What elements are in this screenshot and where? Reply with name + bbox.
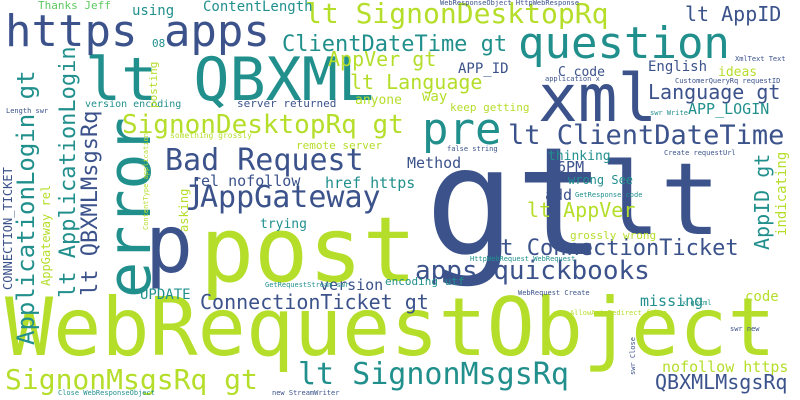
word-thanks-jeff: Thanks Jeff [38, 0, 111, 12]
word-something-grossly: something grossly [170, 131, 252, 140]
word-xmltext-text: XmlText Text [735, 55, 786, 63]
word-indicating: indicating [774, 151, 790, 236]
word-close-webresponseobject: Close WebResponseObject [58, 389, 155, 397]
word-qbxmlmsgsrq-gt: QBXMLMsgsRq gt [655, 370, 800, 394]
word-xml: xml [538, 60, 658, 137]
word-create-requesturl: Create requestUrl [664, 149, 736, 157]
word-posting: posting [147, 61, 160, 108]
word-lt-language: lt Language [350, 70, 483, 94]
word-method: Method [407, 154, 462, 172]
word-bad-request: Bad Request [165, 143, 364, 178]
word-remote-server: remote server [296, 139, 383, 152]
word-x-qbxml: x qbxml [682, 299, 712, 307]
word-j: j [185, 172, 206, 212]
word-contenttype-application: ContentType application [142, 133, 150, 230]
word-lt: lt [600, 141, 721, 258]
word-swr-write: swr Write [650, 109, 688, 117]
word-anyone: anyone [355, 93, 402, 108]
word-lt-qbxml: lt QBXML [85, 45, 374, 115]
word-app-id: APP_ID [458, 61, 509, 77]
word-clientdatetime-gt: ClientDateTime gt [282, 32, 508, 57]
word-swr-new: swr new [730, 325, 760, 333]
word-update: UPDATE [140, 287, 191, 303]
word-08: 08 [152, 37, 166, 50]
word-appver-gt: AppVer gt [328, 47, 437, 71]
word-customerqueryrq-requestid: CustomerQueryRq requestID [675, 77, 781, 85]
word-post: post [200, 198, 417, 303]
word-appgateway: AppGateway [200, 180, 381, 215]
word-lt-connectionticket: lt ConnectionTicket [487, 236, 739, 261]
word-apps-quickbooks: apps quickbooks [415, 256, 650, 286]
word-wrong-see: wrong See [568, 173, 634, 187]
word-using: using [132, 3, 175, 19]
word-connectionticket-gt: ConnectionTicket gt [200, 290, 429, 314]
word-signondesktoprq-gt: SignonDesktopRq gt [122, 110, 404, 140]
word-ideas: ideas [718, 65, 758, 80]
word-asking: asking [177, 188, 191, 232]
word-appgateway-rel: AppGateway rel [39, 184, 53, 286]
word-encoding-utf: encoding utf [385, 275, 465, 288]
word-signonmsgsrq-gt: SignonMsgsRq gt [5, 363, 258, 396]
word-36pm: 36PM [548, 158, 585, 176]
word-lt-signonmsgsrq: lt SignonMsgsRq [298, 357, 569, 392]
word-missing: missing [640, 292, 704, 310]
word-language-gt: Language gt [648, 80, 781, 104]
word-version-encoding: version encoding [85, 99, 182, 110]
word-lt-signondesktoprq: lt SignonDesktopRq [305, 0, 609, 30]
word-way: way [422, 89, 448, 105]
word-grossly-wrong: grossly wrong [570, 229, 657, 242]
word-p: p [145, 198, 194, 291]
word-lt-applicationlogin: lt ApplicationLogin [56, 46, 81, 298]
word-connection-ticket: CONNECTION_TICKET [1, 167, 15, 290]
word-c-code: C code [558, 65, 605, 80]
word-appid-gt: AppID gt [750, 153, 774, 250]
word-rel-nofollow: rel nofollow [192, 172, 301, 190]
word-lt-appver: lt AppVer [527, 198, 636, 222]
word-swr-close: swr Close [629, 337, 637, 375]
word-false-string: false string [447, 145, 498, 153]
word-gt: gt [425, 116, 606, 290]
word-contentlength: ContentLength [203, 0, 313, 15]
word-add: add [545, 186, 573, 204]
word-server-returned: server returned [237, 97, 337, 110]
word-english: English [648, 59, 708, 75]
word-keep-getting: keep getting [450, 101, 530, 114]
word-thinking: thinking [548, 149, 611, 164]
word-lt-appid: lt AppID [685, 2, 782, 26]
word-getresponse-code: GetResponse code [575, 191, 643, 199]
word-code: code [745, 289, 779, 305]
word-lt-clientdatetime: lt ClientDateTime [508, 120, 785, 151]
word-trying: trying [260, 217, 307, 232]
word-app-login: APP_LOGIN [688, 100, 770, 118]
word-webrequestobject: WebRequestObject [5, 281, 776, 374]
word-version: version [320, 276, 384, 294]
word-getrequeststream-swr: GetRequestStream swr [265, 281, 350, 289]
word-length-swr: Length swr [6, 107, 49, 115]
word-pre: pre [422, 104, 502, 155]
word-webresponseobject-httpwebresponse: WebResponseObject HttpWebResponse [440, 0, 580, 7]
word-new-streamwriter: new StreamWriter [272, 389, 340, 397]
word-application-x: application x [545, 75, 600, 83]
word-lt-qbxmlmsgsrq: lt QBXMLMsgsRq [78, 110, 103, 296]
word-nofollow-https: nofollow https [662, 358, 789, 376]
word-href-https: href https [325, 174, 416, 192]
word-allowautoredirect-false: AllowAutoRedirect false [570, 309, 667, 317]
word-httpwebrequest-webrequest: HttpWebRequest WebRequest [470, 255, 576, 263]
word-question: question [518, 18, 730, 69]
word-webrequest-create: WebRequest Create [518, 289, 590, 297]
word-https-apps: https apps [5, 6, 270, 57]
